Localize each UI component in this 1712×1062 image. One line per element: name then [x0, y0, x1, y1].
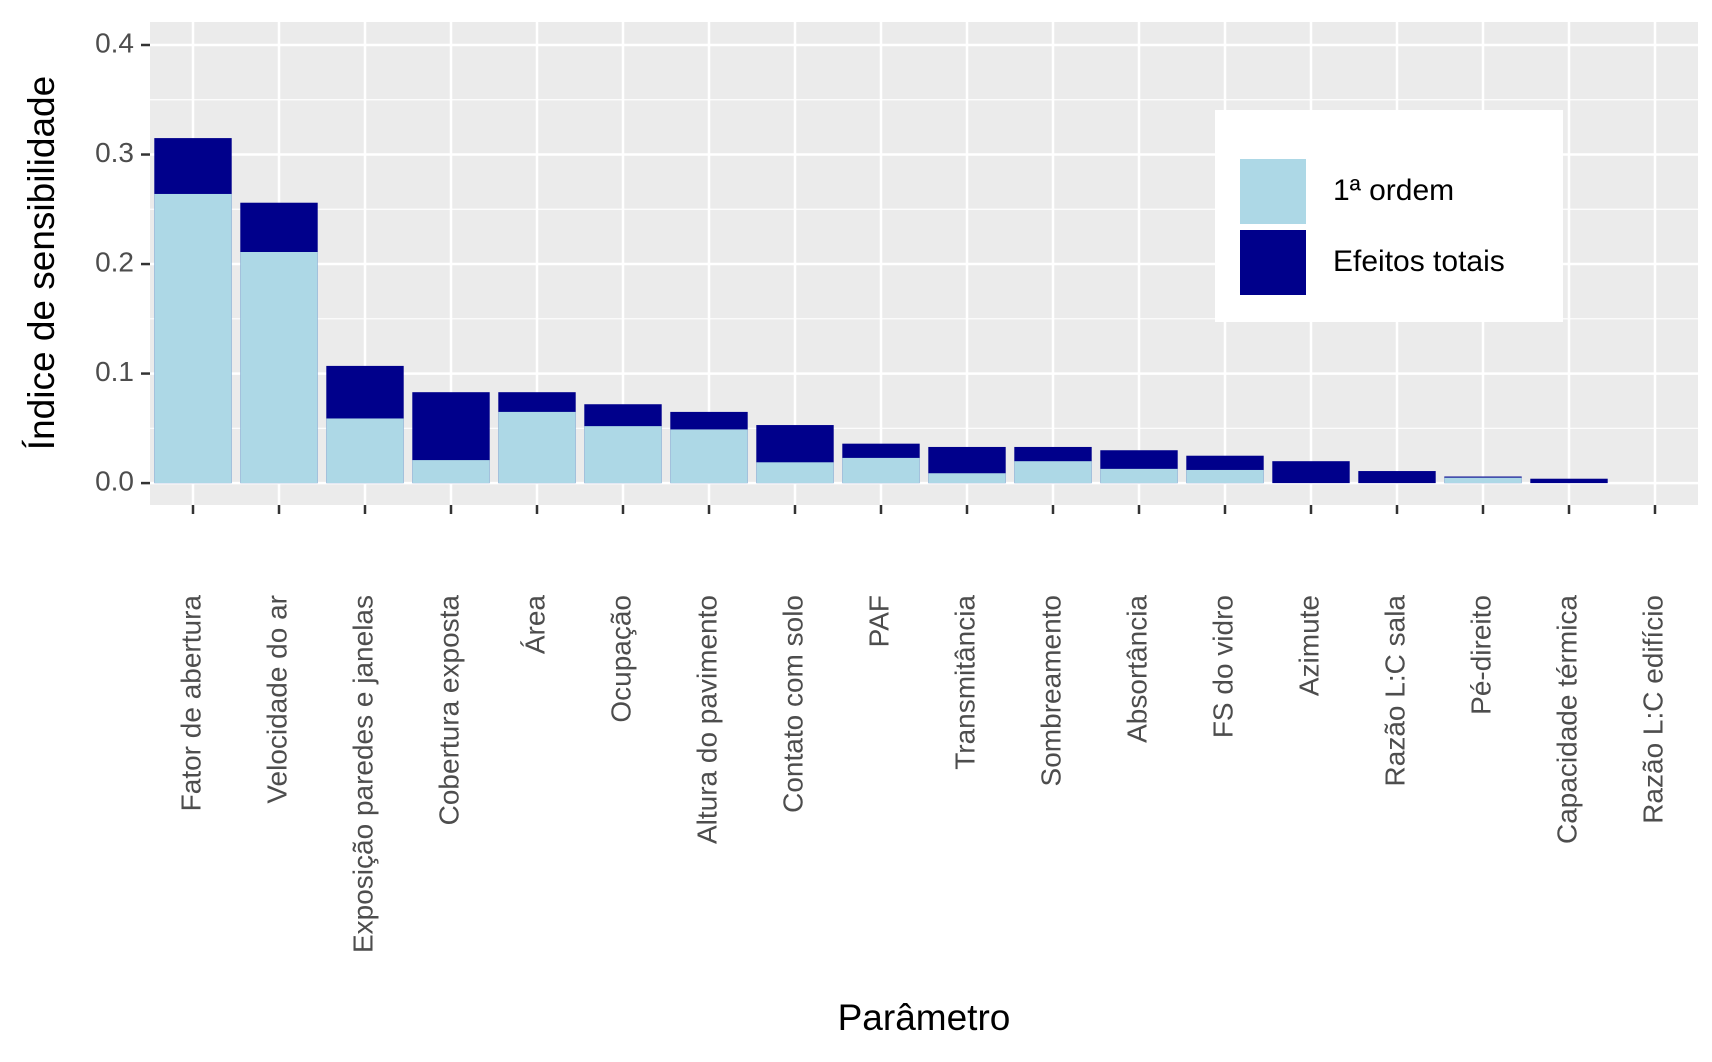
x-tick-label: Fator de abertura — [175, 595, 206, 812]
bar — [326, 418, 404, 484]
x-tick-label: Cobertura exposta — [433, 595, 464, 826]
y-axis-title: Índice de sensibilidade — [21, 76, 62, 450]
x-tick-label: Absortância — [1121, 595, 1152, 743]
x-axis-title: Parâmetro — [838, 997, 1011, 1038]
x-tick-label: Altura do pavimento — [691, 595, 722, 844]
y-tick-label: 0.4 — [95, 27, 134, 58]
bar — [756, 462, 834, 484]
bar — [240, 252, 318, 484]
bar — [584, 426, 662, 484]
bar — [842, 457, 920, 484]
bar — [1358, 471, 1436, 484]
bar — [1100, 468, 1178, 484]
y-tick-label: 0.3 — [95, 137, 134, 168]
y-tick-label: 0.2 — [95, 246, 134, 277]
legend-key — [1240, 159, 1306, 224]
bar — [498, 411, 576, 484]
x-tick-label: Ocupação — [605, 595, 636, 723]
x-tick-label: Sombreamento — [1035, 595, 1066, 786]
y-tick-label: 0.0 — [95, 465, 134, 496]
bar — [928, 473, 1006, 484]
bar — [412, 460, 490, 484]
x-tick-label: Velocidade do ar — [261, 595, 292, 804]
legend-key — [1240, 230, 1306, 295]
x-tick-label: Pé-direito — [1465, 595, 1496, 715]
bar — [1014, 461, 1092, 484]
bar — [1272, 461, 1350, 484]
x-tick-label: Razão L:C edifício — [1637, 595, 1668, 824]
bars — [154, 138, 1608, 484]
x-tick-label: FS do vidro — [1207, 595, 1238, 738]
x-tick-label: Capacidade térmica — [1551, 595, 1582, 844]
x-tick-label: Área — [519, 595, 550, 655]
bar — [670, 429, 748, 484]
x-tick-label: PAF — [863, 595, 894, 647]
bar — [1530, 478, 1608, 484]
bar — [1444, 477, 1522, 484]
bar — [1186, 469, 1264, 484]
x-tick-label: Transmitância — [949, 595, 980, 770]
legend-label: 1ª ordem — [1333, 174, 1454, 207]
x-tick-label: Azimute — [1293, 595, 1324, 696]
x-tick-label: Razão L:C sala — [1379, 595, 1410, 787]
legend-label: Efeitos totais — [1333, 245, 1505, 278]
x-tick-label: Exposição paredes e janelas — [347, 595, 378, 953]
bar — [154, 193, 232, 484]
x-tick-label: Contato com solo — [777, 595, 808, 813]
y-tick-label: 0.1 — [95, 356, 134, 387]
